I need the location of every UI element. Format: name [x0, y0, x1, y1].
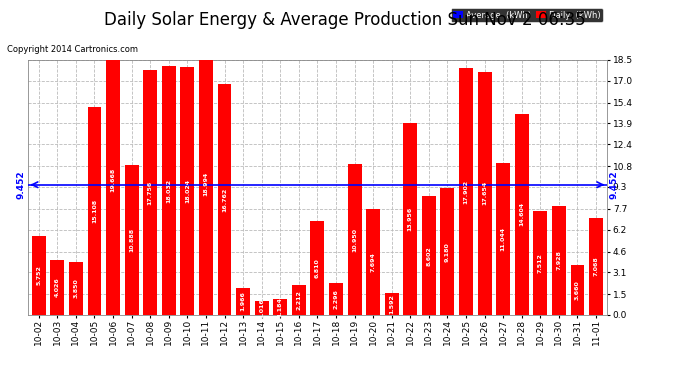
Text: 7.928: 7.928 — [556, 251, 562, 270]
Bar — [385, 293, 399, 315]
Bar — [292, 285, 306, 315]
Text: 10.888: 10.888 — [129, 228, 134, 252]
Bar — [106, 44, 120, 315]
Text: 18.032: 18.032 — [166, 178, 171, 203]
Bar — [329, 284, 343, 315]
Text: 3.660: 3.660 — [575, 280, 580, 300]
Bar — [199, 53, 213, 315]
Text: 1.966: 1.966 — [241, 291, 246, 311]
Bar — [144, 70, 157, 315]
Text: 7.068: 7.068 — [593, 256, 598, 276]
Text: 17.902: 17.902 — [464, 180, 469, 204]
Text: 9.180: 9.180 — [445, 242, 450, 262]
Bar — [217, 84, 231, 315]
Bar — [459, 68, 473, 315]
Bar — [180, 66, 195, 315]
Bar — [236, 288, 250, 315]
Text: 10.950: 10.950 — [352, 228, 357, 252]
Bar — [496, 163, 510, 315]
Bar — [125, 165, 139, 315]
Text: 1.016: 1.016 — [259, 298, 264, 318]
Bar — [366, 209, 380, 315]
Text: 9.452: 9.452 — [609, 170, 618, 199]
Text: 6.810: 6.810 — [315, 258, 320, 278]
Text: 1.592: 1.592 — [389, 294, 394, 314]
Bar — [32, 236, 46, 315]
Text: 7.694: 7.694 — [371, 252, 375, 272]
Text: 11.044: 11.044 — [501, 227, 506, 251]
Bar — [273, 298, 287, 315]
Text: 16.762: 16.762 — [222, 188, 227, 211]
Text: Daily Solar Energy & Average Production Sun Nov 2 06:35: Daily Solar Energy & Average Production … — [104, 11, 586, 29]
Text: 14.604: 14.604 — [520, 202, 524, 226]
Bar — [162, 66, 176, 315]
Text: 7.512: 7.512 — [538, 253, 543, 273]
Text: Copyright 2014 Cartronics.com: Copyright 2014 Cartronics.com — [7, 45, 138, 54]
Bar — [477, 72, 491, 315]
Text: 5.752: 5.752 — [37, 266, 41, 285]
Bar — [552, 206, 566, 315]
Bar — [310, 221, 324, 315]
Bar — [88, 107, 101, 315]
Text: 13.956: 13.956 — [408, 207, 413, 231]
Legend: Average  (kWh), Daily  (kWh): Average (kWh), Daily (kWh) — [451, 8, 603, 22]
Bar — [515, 114, 529, 315]
Text: 18.024: 18.024 — [185, 179, 190, 203]
Bar — [533, 211, 547, 315]
Text: 1.184: 1.184 — [278, 297, 283, 317]
Text: 17.654: 17.654 — [482, 181, 487, 206]
Bar — [571, 264, 584, 315]
Text: 15.108: 15.108 — [92, 199, 97, 223]
Text: 9.452: 9.452 — [17, 170, 26, 199]
Text: 8.602: 8.602 — [426, 246, 431, 266]
Text: 2.296: 2.296 — [333, 289, 339, 309]
Bar — [589, 217, 603, 315]
Bar — [422, 196, 436, 315]
Bar — [348, 164, 362, 315]
Text: 18.994: 18.994 — [204, 172, 208, 196]
Text: 3.850: 3.850 — [73, 279, 79, 298]
Bar — [404, 123, 417, 315]
Text: 17.756: 17.756 — [148, 180, 152, 205]
Text: 4.026: 4.026 — [55, 278, 60, 297]
Bar — [69, 262, 83, 315]
Bar — [50, 260, 64, 315]
Bar — [440, 189, 455, 315]
Bar — [255, 301, 268, 315]
Text: 2.212: 2.212 — [296, 290, 302, 310]
Text: 19.668: 19.668 — [110, 167, 115, 192]
